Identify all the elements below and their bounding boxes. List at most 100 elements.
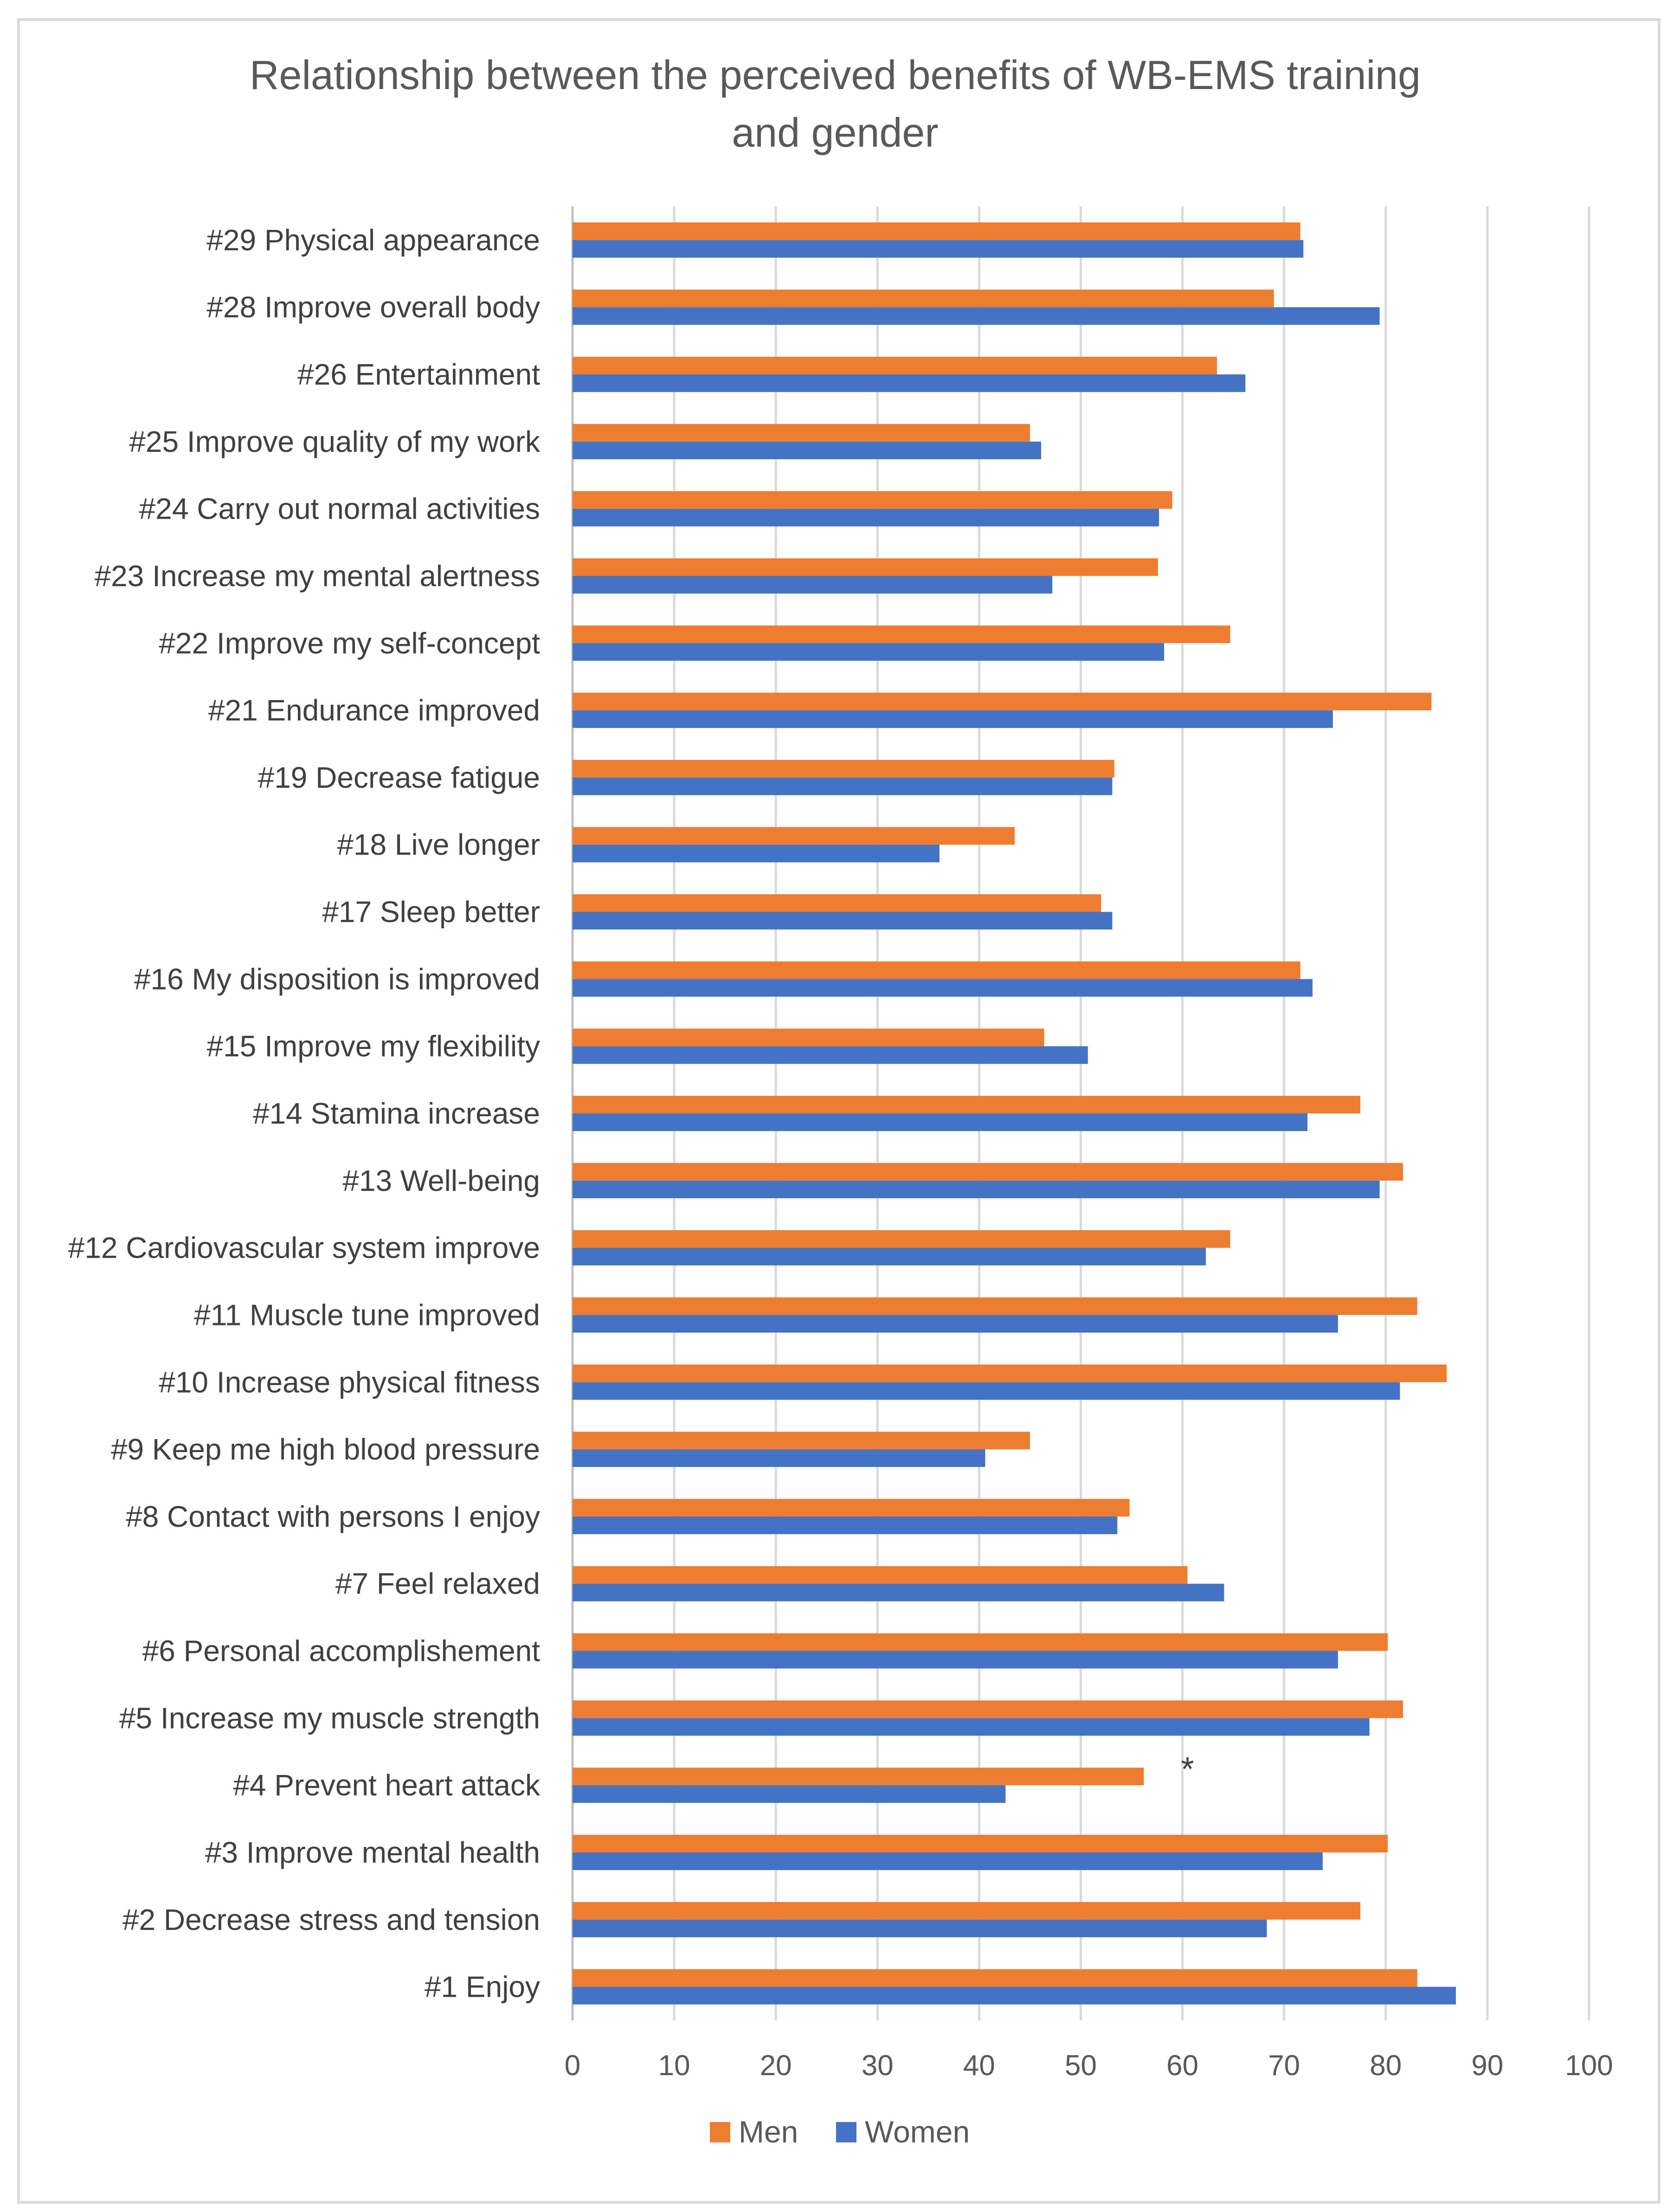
bar-men-4 bbox=[573, 424, 1030, 442]
bar-women-8 bbox=[573, 710, 1333, 728]
category-label-2: #28 Improve overall body bbox=[206, 290, 540, 324]
bars bbox=[573, 222, 1456, 2005]
bar-women-22 bbox=[573, 1651, 1338, 1669]
bar-women-6 bbox=[573, 576, 1053, 594]
bar-men-15 bbox=[573, 1163, 1403, 1181]
category-label-12: #16 My disposition is improved bbox=[134, 962, 540, 996]
bar-men-23 bbox=[573, 1700, 1403, 1718]
bar-men-10 bbox=[573, 827, 1015, 845]
bar-women-3 bbox=[573, 374, 1246, 392]
bar-women-17 bbox=[573, 1315, 1338, 1333]
x-tick-label-60: 60 bbox=[1166, 2050, 1198, 2082]
bar-women-19 bbox=[573, 1449, 985, 1467]
category-label-24: #4 Prevent heart attack bbox=[233, 1768, 541, 1802]
category-label-1: #29 Physical appearance bbox=[206, 223, 540, 257]
bar-men-16 bbox=[573, 1230, 1230, 1248]
x-tick-label-80: 80 bbox=[1370, 2050, 1402, 2082]
bar-women-9 bbox=[573, 777, 1113, 795]
category-label-3: #26 Entertainment bbox=[297, 358, 540, 391]
category-label-19: #9 Keep me high blood pressure bbox=[111, 1433, 540, 1466]
bar-women-12 bbox=[573, 979, 1313, 997]
x-tick-label-20: 20 bbox=[760, 2050, 792, 2082]
bar-men-7 bbox=[573, 625, 1230, 643]
x-tick-label-50: 50 bbox=[1065, 2050, 1097, 2082]
category-label-16: #12 Cardiovascular system improve bbox=[68, 1231, 540, 1265]
bar-men-24 bbox=[573, 1768, 1144, 1786]
category-label-10: #18 Live longer bbox=[337, 828, 540, 862]
category-labels: #29 Physical appearance #28 Improve overa… bbox=[68, 223, 541, 2003]
x-tick-label-100: 100 bbox=[1565, 2050, 1613, 2082]
bar-men-20 bbox=[573, 1498, 1130, 1517]
bar-women-13 bbox=[573, 1046, 1088, 1064]
category-label-7: #22 Improve my self-concept bbox=[159, 626, 540, 660]
bar-women-14 bbox=[573, 1113, 1308, 1131]
category-label-9: #19 Decrease fatigue bbox=[258, 761, 540, 794]
x-tick-label-70: 70 bbox=[1268, 2050, 1300, 2082]
bar-men-3 bbox=[573, 357, 1217, 375]
bar-women-16 bbox=[573, 1247, 1206, 1266]
x-tick-label-40: 40 bbox=[963, 2050, 995, 2082]
legend-label-men: Men bbox=[739, 2115, 798, 2149]
category-label-17: #11 Muscle tune improved bbox=[194, 1298, 540, 1331]
bar-women-23 bbox=[573, 1718, 1370, 1736]
bar-men-8 bbox=[573, 693, 1432, 711]
bar-men-12 bbox=[573, 961, 1300, 979]
x-tick-label-30: 30 bbox=[862, 2050, 894, 2082]
category-label-15: #13 Well-being bbox=[342, 1164, 540, 1197]
bar-women-1 bbox=[573, 240, 1304, 258]
x-tick-label-90: 90 bbox=[1471, 2050, 1503, 2082]
bar-women-20 bbox=[573, 1516, 1118, 1534]
category-label-26: #2 Decrease stress and tension bbox=[122, 1903, 540, 1936]
bar-women-25 bbox=[573, 1852, 1323, 1870]
bar-women-15 bbox=[573, 1180, 1380, 1198]
bar-men-1 bbox=[573, 222, 1300, 240]
bar-men-6 bbox=[573, 558, 1158, 576]
bar-men-11 bbox=[573, 894, 1101, 912]
bar-women-21 bbox=[573, 1583, 1224, 1601]
bar-men-27 bbox=[573, 1969, 1417, 1987]
bar-women-7 bbox=[573, 643, 1165, 661]
legend-swatch-women bbox=[836, 2122, 856, 2142]
category-label-27: #1 Enjoy bbox=[425, 1970, 540, 2004]
legend: Men Women bbox=[710, 2115, 970, 2149]
category-label-21: #7 Feel relaxed bbox=[335, 1567, 540, 1601]
category-label-18: #10 Increase physical fitness bbox=[159, 1365, 540, 1399]
category-label-5: #24 Carry out normal activities bbox=[139, 492, 540, 526]
bar-men-13 bbox=[573, 1029, 1044, 1047]
category-label-14: #14 Stamina increase bbox=[253, 1097, 540, 1130]
category-label-11: #17 Sleep better bbox=[322, 895, 540, 929]
bar-men-2 bbox=[573, 289, 1274, 308]
bar-women-10 bbox=[573, 844, 939, 862]
bar-men-19 bbox=[573, 1432, 1030, 1450]
bar-men-25 bbox=[573, 1834, 1388, 1852]
category-label-23: #5 Increase my muscle strength bbox=[119, 1701, 540, 1735]
bar-men-21 bbox=[573, 1566, 1188, 1584]
chart-title-line-1: Relationship between the perceived benef… bbox=[250, 52, 1421, 98]
legend-label-women: Women bbox=[865, 2115, 970, 2149]
bar-men-9 bbox=[573, 759, 1114, 778]
bar-men-22 bbox=[573, 1633, 1388, 1651]
bar-women-11 bbox=[573, 912, 1113, 930]
chart-title: Relationship between the perceived benef… bbox=[250, 52, 1421, 155]
bar-women-24 bbox=[573, 1785, 1006, 1803]
category-label-22: #6 Personal accomplishement bbox=[142, 1634, 541, 1668]
x-tick-label-10: 10 bbox=[658, 2050, 690, 2082]
annotation-asterisk-1: * bbox=[1181, 1751, 1194, 1788]
category-label-8: #21 Endurance improved bbox=[208, 694, 540, 727]
bar-women-18 bbox=[573, 1382, 1400, 1400]
bar-women-4 bbox=[573, 441, 1042, 459]
bar-men-18 bbox=[573, 1364, 1447, 1382]
category-label-13: #15 Improve my flexibility bbox=[207, 1029, 540, 1063]
annotations: * bbox=[1181, 1751, 1194, 1788]
chart-title-line-2: and gender bbox=[732, 109, 938, 155]
bar-men-14 bbox=[573, 1096, 1361, 1113]
bar-men-26 bbox=[573, 1902, 1361, 1920]
x-tick-label-0: 0 bbox=[565, 2050, 580, 2082]
category-label-6: #23 Increase my mental alertness bbox=[95, 559, 540, 592]
bar-women-2 bbox=[573, 307, 1380, 325]
bar-women-5 bbox=[573, 508, 1159, 527]
bar-men-17 bbox=[573, 1297, 1417, 1315]
bar-men-5 bbox=[573, 491, 1172, 509]
category-label-25: #3 Improve mental health bbox=[205, 1836, 540, 1869]
